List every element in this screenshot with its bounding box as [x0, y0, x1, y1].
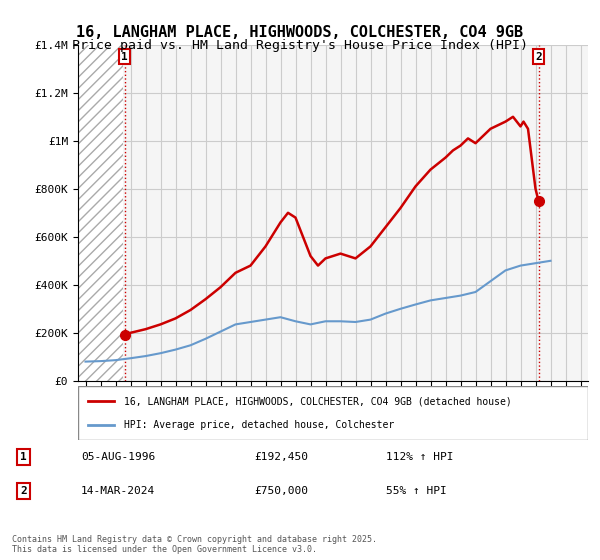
Text: HPI: Average price, detached house, Colchester: HPI: Average price, detached house, Colc…: [124, 419, 394, 430]
Text: 1: 1: [20, 452, 27, 462]
Text: 2: 2: [535, 52, 542, 62]
Text: 16, LANGHAM PLACE, HIGHWOODS, COLCHESTER, CO4 9GB (detached house): 16, LANGHAM PLACE, HIGHWOODS, COLCHESTER…: [124, 396, 512, 407]
Text: 05-AUG-1996: 05-AUG-1996: [81, 452, 155, 462]
Text: 55% ↑ HPI: 55% ↑ HPI: [386, 486, 447, 496]
Text: Price paid vs. HM Land Registry's House Price Index (HPI): Price paid vs. HM Land Registry's House …: [72, 39, 528, 52]
Text: 112% ↑ HPI: 112% ↑ HPI: [386, 452, 454, 462]
Text: 2: 2: [20, 486, 27, 496]
Text: 16, LANGHAM PLACE, HIGHWOODS, COLCHESTER, CO4 9GB: 16, LANGHAM PLACE, HIGHWOODS, COLCHESTER…: [76, 25, 524, 40]
Text: £750,000: £750,000: [254, 486, 308, 496]
Text: Contains HM Land Registry data © Crown copyright and database right 2025.
This d: Contains HM Land Registry data © Crown c…: [12, 535, 377, 554]
Text: 14-MAR-2024: 14-MAR-2024: [81, 486, 155, 496]
Bar: [78, 45, 123, 381]
Text: £192,450: £192,450: [254, 452, 308, 462]
Text: 1: 1: [121, 52, 128, 62]
FancyBboxPatch shape: [78, 386, 588, 440]
